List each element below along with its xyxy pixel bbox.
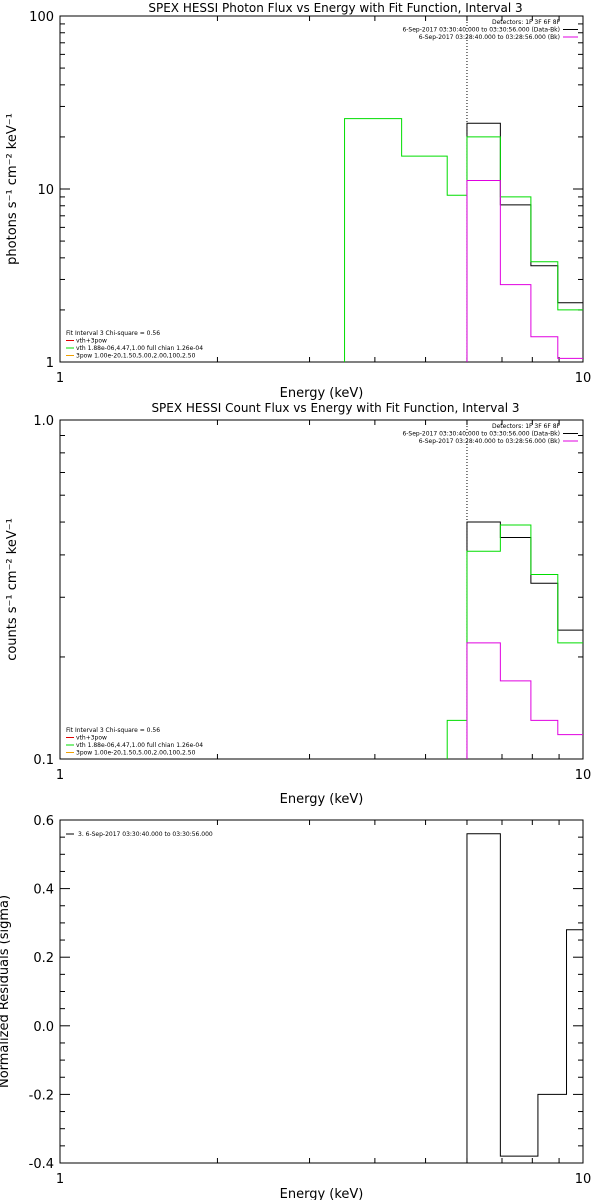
legend-top-right-item: 6-Sep-2017 03:30:40.000 to 03:30:56.000 … [402, 431, 560, 438]
legend-bottom-left-item: Fit Interval 3 Chi-square = 0.56 [66, 727, 160, 734]
legend-top-right-item: Detectors: 1F 3F 6F 8F [492, 19, 561, 26]
y-tick-label: 1.0 [33, 414, 54, 429]
y-tick-label: 0.2 [33, 951, 54, 966]
plot-frame [59, 15, 584, 363]
series-data-bk [466, 521, 583, 759]
legend-top-right-item: 6-Sep-2017 03:28:40.000 to 03:28:56.000 … [419, 438, 560, 445]
plot-frame [59, 419, 584, 760]
y-axis-label: Normalized Residuals (sigma) [0, 895, 12, 1088]
legend-bottom-left-item: vth+3pow [76, 735, 107, 742]
series-vth [446, 524, 583, 759]
y-tick-label: 10 [37, 183, 54, 198]
y-tick-label: 1 [46, 356, 54, 371]
y-tick-label: 0.6 [33, 814, 54, 829]
x-tick-label: 10 [575, 371, 592, 386]
y-axis-label: photons s⁻¹ cm⁻² keV⁻¹ [5, 113, 20, 265]
x-tick-label: 10 [575, 768, 592, 783]
x-axis-label: Energy (keV) [280, 386, 364, 401]
legend-bottom-left-item: vth+3pow [76, 338, 107, 345]
legend-bottom-left-item: 3pow 1.00e-20,1.50,5.00,2.00,100,2.50 [76, 353, 196, 360]
x-tick-label: 1 [56, 1172, 64, 1187]
legend-top-right-item: 6-Sep-2017 03:30:40.000 to 03:30:56.000 … [402, 27, 560, 34]
y-tick-label: 0.0 [33, 1020, 54, 1035]
y-tick-label: -0.4 [29, 1157, 54, 1172]
chart-title: SPEX HESSI Count Flux vs Energy with Fit… [151, 401, 519, 415]
series-bk [466, 642, 583, 759]
plot-frame [59, 819, 584, 1164]
legend-bottom-left-item: Fit Interval 3 Chi-square = 0.56 [66, 330, 160, 337]
y-tick-label: 100 [29, 10, 54, 25]
y-tick-label: -0.2 [29, 1088, 54, 1103]
legend-top-right-item: 6-Sep-2017 03:28:40.000 to 03:28:56.000 … [419, 34, 560, 41]
legend-top-left-item: 3. 6-Sep-2017 03:30:40.000 to 03:30:56.0… [78, 831, 213, 838]
chart-title: SPEX HESSI Photon Flux vs Energy with Fi… [148, 1, 522, 15]
series-bk [466, 179, 583, 362]
legend-bottom-left-item: vth 1.88e-06,4.47,1.00 full chian 1.26e-… [76, 742, 203, 749]
legend-bottom-left-item: 3pow 1.00e-20,1.50,5.00,2.00,100,2.50 [76, 750, 196, 757]
series-data-bk [466, 122, 583, 362]
chart-panel-2: SPEX HESSI Count Flux vs Energy with Fit… [5, 401, 591, 807]
series-vth [344, 118, 583, 362]
y-tick-label: 0.4 [33, 883, 54, 898]
legend-bottom-left-item: vth 1.88e-06,4.47,1.00 full chian 1.26e-… [76, 345, 203, 352]
x-tick-label: 1 [56, 371, 64, 386]
x-tick-label: 10 [575, 1172, 592, 1187]
chart-panel-3: 1 10 -0.4 -0.2 0.0 0.2 0.4 0.6 Energy (keV) Norma… [0, 814, 591, 1200]
x-tick-label: 1 [56, 768, 64, 783]
y-tick-label: 0.1 [33, 753, 54, 768]
chart-panel-1: SPEX HESSI Photon Flux vs Energy with Fi… [5, 1, 591, 401]
y-axis-label: counts s⁻¹ cm⁻² keV⁻¹ [5, 518, 20, 661]
x-axis-label: Energy (keV) [280, 792, 364, 807]
series-residuals [466, 833, 583, 1163]
legend-top-right-item: Detectors: 1F 3F 6F 8F [492, 423, 561, 430]
x-axis-label: Energy (keV) [280, 1187, 364, 1200]
